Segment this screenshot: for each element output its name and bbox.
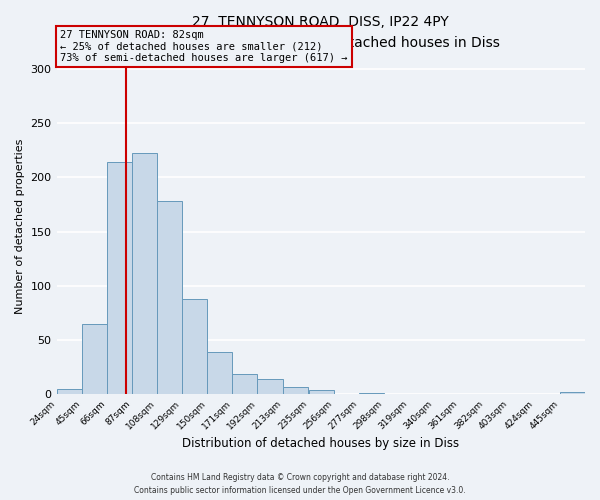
Bar bbox=[182, 299, 207, 394]
Title: 27, TENNYSON ROAD, DISS, IP22 4PY
Size of property relative to detached houses i: 27, TENNYSON ROAD, DISS, IP22 4PY Size o… bbox=[142, 15, 500, 50]
Bar bbox=[560, 392, 585, 394]
Bar bbox=[157, 201, 182, 394]
Bar bbox=[232, 374, 257, 394]
Bar bbox=[309, 390, 334, 394]
Y-axis label: Number of detached properties: Number of detached properties bbox=[15, 138, 25, 314]
Bar bbox=[283, 387, 308, 394]
Bar bbox=[132, 154, 157, 394]
Bar bbox=[207, 352, 232, 395]
Bar bbox=[257, 380, 283, 394]
Bar bbox=[107, 162, 132, 394]
Bar bbox=[56, 389, 82, 394]
Bar bbox=[82, 324, 107, 394]
Text: 27 TENNYSON ROAD: 82sqm
← 25% of detached houses are smaller (212)
73% of semi-d: 27 TENNYSON ROAD: 82sqm ← 25% of detache… bbox=[60, 30, 347, 63]
Text: Contains HM Land Registry data © Crown copyright and database right 2024.
Contai: Contains HM Land Registry data © Crown c… bbox=[134, 474, 466, 495]
X-axis label: Distribution of detached houses by size in Diss: Distribution of detached houses by size … bbox=[182, 437, 460, 450]
